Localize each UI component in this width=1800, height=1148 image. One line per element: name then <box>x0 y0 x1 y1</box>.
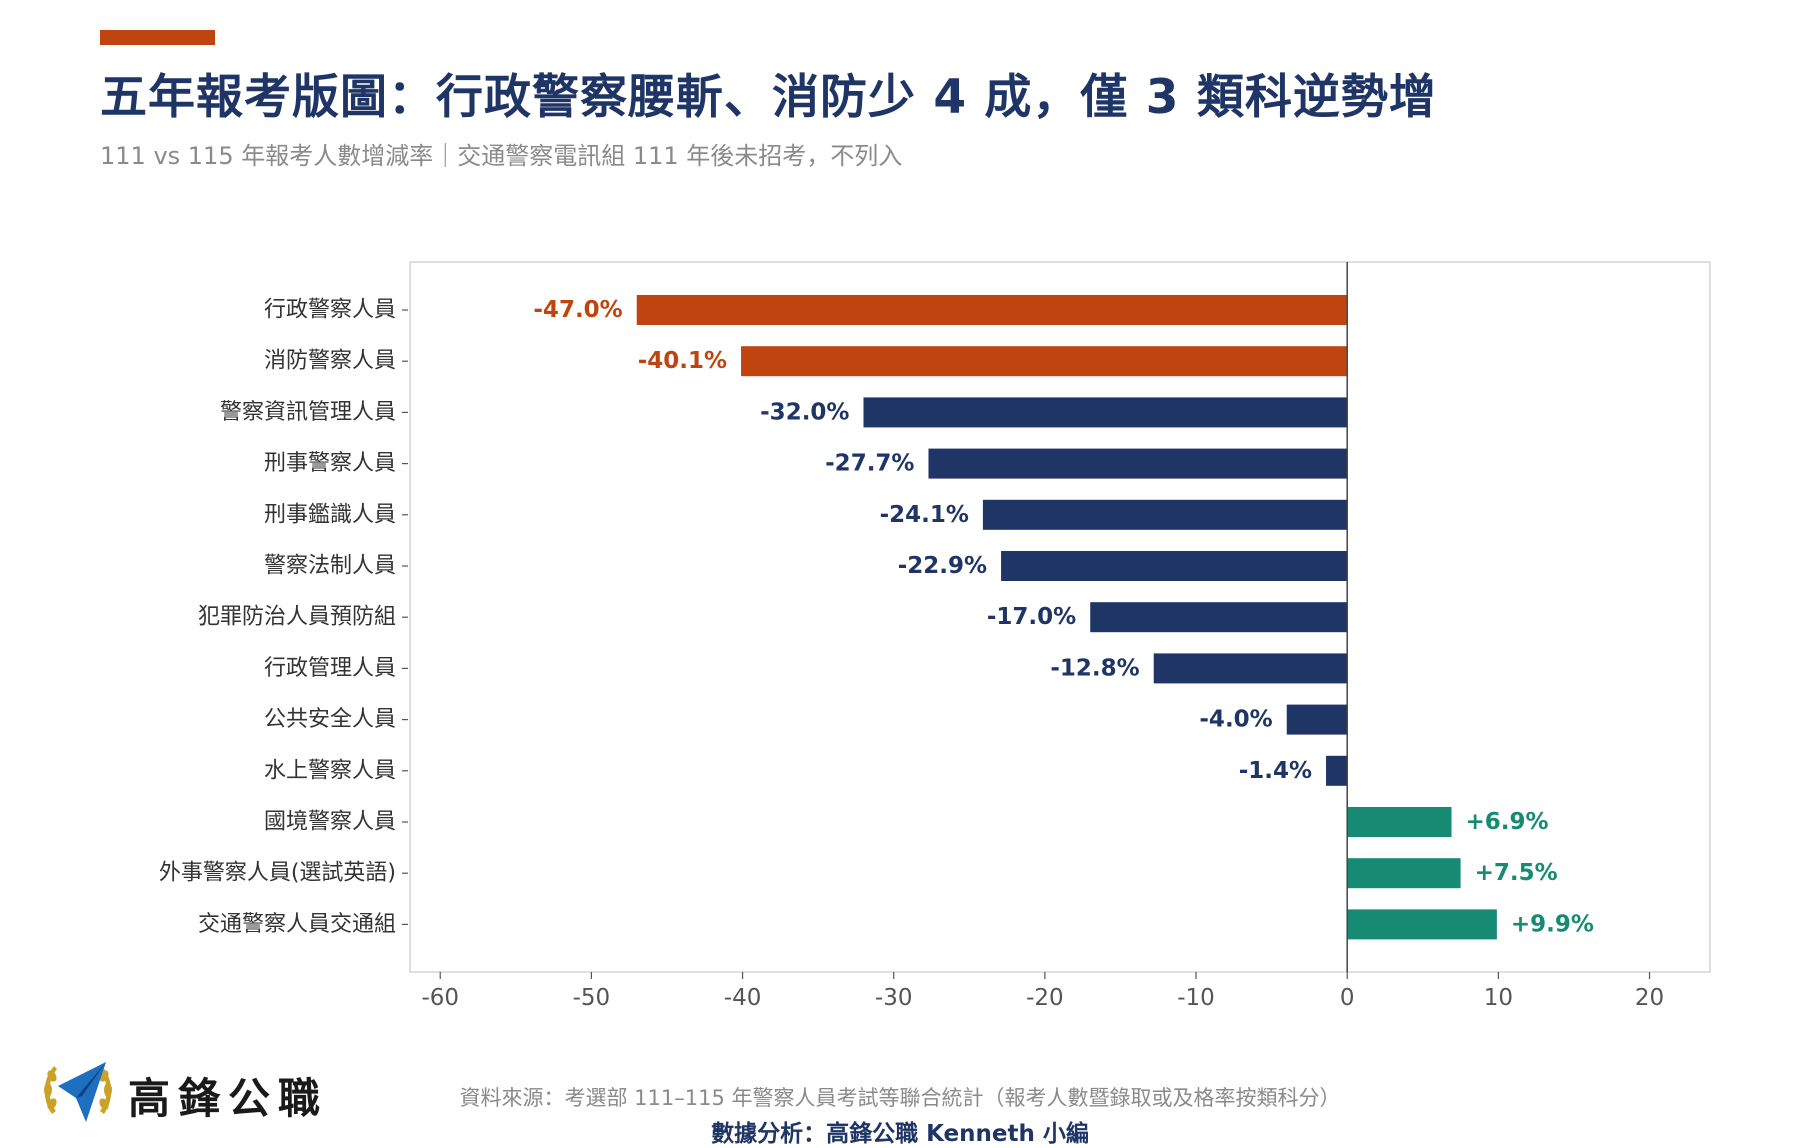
y-tick-label: 行政警察人員 <box>264 298 396 323</box>
bar <box>1090 602 1348 633</box>
y-tick-label: 外事警察人員(選試英語) <box>159 861 396 886</box>
y-tick-label: 警察資訊管理人員 <box>220 400 396 425</box>
x-tick-label: 10 <box>1484 985 1513 1011</box>
y-tick-label: 警察法制人員 <box>264 554 396 579</box>
page-title: 五年報考版圖：行政警察腰斬、消防少 4 成，僅 3 類科逆勢增 <box>100 70 1437 125</box>
x-tick-label: -60 <box>421 985 459 1011</box>
y-tick-label: 水上警察人員 <box>264 758 396 783</box>
bar <box>863 397 1348 428</box>
source-text: 資料來源：考選部 111–115 年警察人員考試等聯合統計（報考人數暨錄取或及格… <box>459 1086 1341 1110</box>
y-tick-label: 消防警察人員 <box>264 349 396 374</box>
data-label: -40.1% <box>638 348 727 374</box>
bar <box>928 448 1348 479</box>
x-tick-label: -30 <box>875 985 913 1011</box>
plot-frame <box>409 261 1711 973</box>
x-tick-label: -20 <box>1026 985 1064 1011</box>
bar <box>1347 858 1461 889</box>
data-label: +6.9% <box>1466 809 1549 835</box>
x-tick-label: -40 <box>724 985 762 1011</box>
bar <box>982 499 1348 530</box>
y-tick-label: 公共安全人員 <box>264 707 396 732</box>
bar <box>636 295 1348 325</box>
brand-name: 高鋒公職 <box>128 1074 329 1123</box>
data-label: -22.9% <box>898 553 987 579</box>
y-tick-label: 交通警察人員交通組 <box>198 912 396 937</box>
analysis-text: 數據分析：高鋒公職 Kenneth 小編 <box>711 1121 1089 1147</box>
data-label: +7.5% <box>1475 860 1558 886</box>
data-label: -47.0% <box>533 297 622 323</box>
data-label: -27.7% <box>825 451 914 477</box>
x-tick-label: -10 <box>1177 985 1215 1011</box>
y-tick-label: 犯罪防治人員預防組 <box>198 605 396 630</box>
bar <box>1286 704 1348 735</box>
data-label: -4.0% <box>1199 707 1272 733</box>
x-tick-label: -50 <box>573 985 611 1011</box>
source-note: 資料來源：考選部 111–115 年警察人員考試等聯合統計（報考人數暨錄取或及格… <box>0 1082 1800 1112</box>
y-tick-label: 國境警察人員 <box>264 810 396 835</box>
bar <box>741 346 1348 377</box>
data-label: -17.0% <box>987 604 1076 630</box>
bar <box>1347 909 1497 940</box>
bar <box>1001 551 1348 581</box>
data-label: -12.8% <box>1050 655 1139 681</box>
brand-logo-icon <box>44 1062 112 1122</box>
title-accent-bar <box>100 30 215 45</box>
data-label: -1.4% <box>1239 758 1312 784</box>
data-label: +9.9% <box>1511 911 1594 937</box>
bar <box>1153 653 1348 684</box>
data-label: -24.1% <box>880 502 969 528</box>
data-label: -32.0% <box>760 399 849 425</box>
y-tick-label: 行政管理人員 <box>264 656 396 681</box>
bar <box>1347 807 1452 837</box>
x-tick-label: 0 <box>1340 985 1355 1011</box>
x-tick-label: 20 <box>1635 985 1664 1011</box>
analysis-credit: 數據分析：高鋒公職 Kenneth 小編 <box>0 1114 1800 1148</box>
y-tick-label: 刑事鑑識人員 <box>264 502 396 527</box>
page-subtitle: 111 vs 115 年報考人數增減率｜交通警察電訊組 111 年後未招考，不列… <box>100 142 903 170</box>
bar <box>1326 755 1348 786</box>
y-tick-label: 刑事警察人員 <box>264 451 396 476</box>
